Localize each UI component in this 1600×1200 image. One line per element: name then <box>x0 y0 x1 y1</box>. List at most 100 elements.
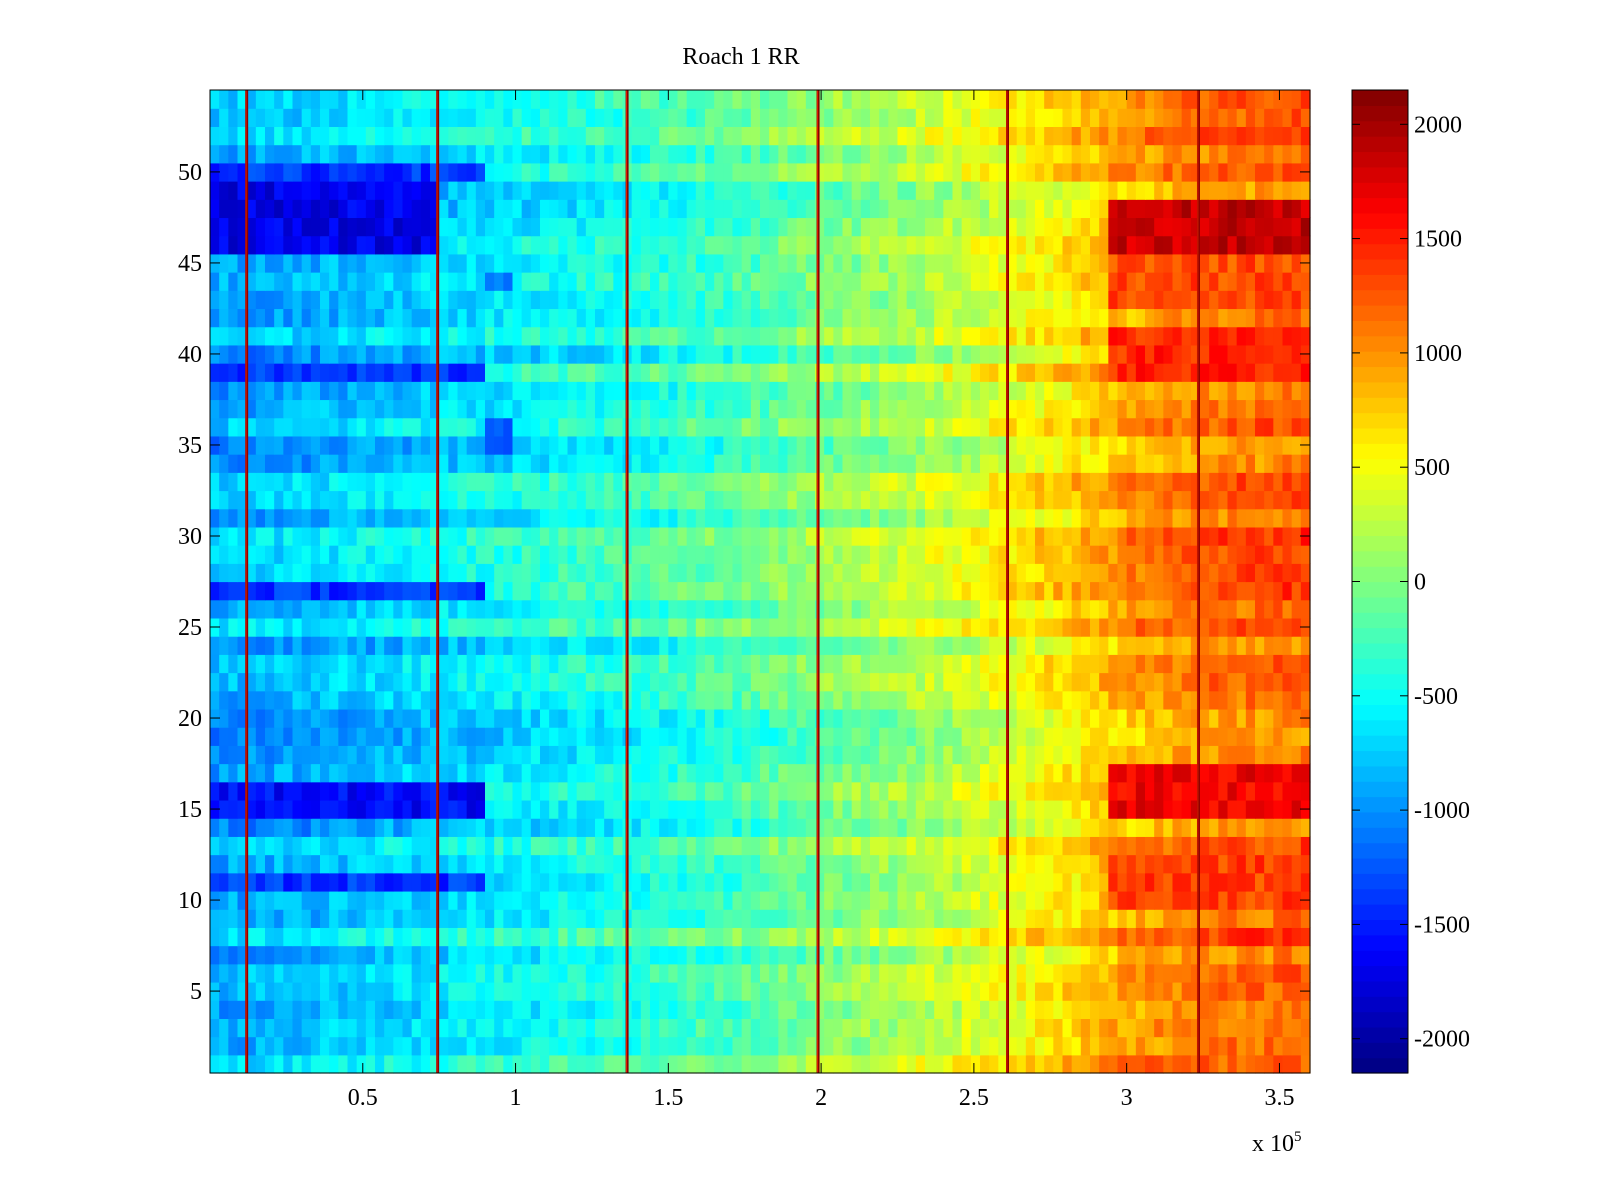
heatmap-cell <box>1126 326 1137 346</box>
heatmap-cell <box>925 381 935 401</box>
heatmap-cell <box>650 508 660 528</box>
heatmap-cell <box>925 708 935 728</box>
heatmap-cell <box>604 399 614 419</box>
heatmap-cell <box>732 690 743 710</box>
heatmap-cell <box>283 945 294 965</box>
heatmap-cell <box>1080 344 1091 364</box>
heatmap-cell <box>1071 617 1082 637</box>
heatmap-cell <box>485 454 495 473</box>
heatmap-cell <box>1071 836 1082 856</box>
heatmap-cell <box>842 563 853 583</box>
heatmap-cell <box>1044 399 1054 419</box>
heatmap-cell <box>1025 818 1036 837</box>
heatmap-cell <box>1016 599 1027 619</box>
heatmap-cell <box>1035 690 1045 710</box>
heatmap-cell <box>402 417 413 437</box>
heatmap-cell <box>879 927 889 947</box>
heatmap-cell <box>347 963 358 983</box>
heatmap-cell <box>1227 836 1238 856</box>
heatmap-cell <box>1080 326 1091 346</box>
heatmap-cell <box>1255 963 1265 983</box>
heatmap-cell <box>365 599 376 619</box>
heatmap-cell <box>604 1018 614 1038</box>
heatmap-cell <box>558 1054 569 1074</box>
heatmap-cell <box>558 617 569 637</box>
heatmap-cell <box>1264 490 1274 510</box>
heatmap-cell <box>485 818 495 837</box>
heatmap-cell <box>1264 1018 1274 1038</box>
heatmap-cell <box>1090 435 1100 455</box>
heatmap-cell <box>695 454 706 473</box>
heatmap-cell <box>457 563 468 583</box>
heatmap-cell <box>851 799 862 819</box>
heatmap-cell <box>640 526 651 546</box>
heatmap-cell <box>219 526 229 546</box>
heatmap-cell <box>301 617 312 637</box>
heatmap-cell <box>1172 981 1183 1001</box>
heatmap-cell <box>705 1054 715 1074</box>
heatmap-cell <box>475 344 486 364</box>
heatmap-cell <box>723 654 734 674</box>
heatmap-cell <box>631 708 642 728</box>
heatmap-cell <box>741 344 752 364</box>
heatmap-cell <box>1071 799 1082 819</box>
heatmap-cell <box>457 654 468 674</box>
heatmap-cell <box>980 763 990 783</box>
heatmap-cell <box>897 636 908 655</box>
heatmap-cell <box>1227 526 1238 546</box>
heatmap-cell <box>1035 672 1045 692</box>
heatmap-cell <box>631 454 642 473</box>
heatmap-cell <box>228 490 239 510</box>
heatmap-cell <box>980 890 990 910</box>
heatmap-cell <box>833 308 844 328</box>
heatmap-cell <box>970 909 981 928</box>
heatmap-cell <box>723 927 734 947</box>
heatmap-cell <box>943 818 954 837</box>
heatmap-cell <box>1218 472 1229 492</box>
heatmap-cell <box>439 344 449 364</box>
heatmap-cell <box>292 526 303 546</box>
heatmap-cell <box>246 363 257 382</box>
heatmap-cell <box>1044 363 1054 382</box>
heatmap-cell <box>787 799 798 819</box>
heatmap-cell <box>1172 872 1183 892</box>
heatmap-cell <box>265 945 275 965</box>
heatmap-cell <box>925 1000 935 1019</box>
heatmap-cell <box>255 654 266 674</box>
heatmap-cell <box>384 381 394 401</box>
heatmap-cell <box>824 344 834 364</box>
heatmap-cell <box>668 890 679 910</box>
heatmap-cell <box>338 909 349 928</box>
heatmap-cell <box>879 963 889 983</box>
heatmap-cell <box>237 909 248 928</box>
heatmap-cell <box>320 617 330 637</box>
heatmap-cell <box>686 672 697 692</box>
heatmap-cell <box>604 727 614 746</box>
heatmap-cell <box>393 545 404 564</box>
heatmap-cell <box>1245 927 1256 947</box>
heatmap-cell <box>943 490 954 510</box>
heatmap-cell <box>1255 326 1265 346</box>
heatmap-cell <box>1145 1000 1155 1019</box>
heatmap-cell <box>365 727 376 746</box>
heatmap-cell <box>741 381 752 401</box>
heatmap-cell <box>604 636 614 655</box>
heatmap-cell <box>384 981 394 1001</box>
heatmap-cell <box>870 490 880 510</box>
heatmap-cell <box>466 1036 477 1056</box>
heatmap-cell <box>686 872 697 892</box>
heatmap-cell <box>1035 945 1045 965</box>
heatmap-cell <box>1016 890 1027 910</box>
heatmap-cell <box>906 1018 917 1038</box>
heatmap-cell <box>384 836 394 856</box>
heatmap-cell <box>420 745 431 765</box>
heatmap-cell <box>1108 435 1119 455</box>
heatmap-cell <box>466 1018 477 1038</box>
heatmap-cell <box>989 1018 999 1038</box>
heatmap-cell <box>842 1000 853 1019</box>
heatmap-cell <box>760 672 770 692</box>
heatmap-cell <box>1255 454 1265 473</box>
heatmap-cell <box>1291 636 1302 655</box>
heatmap-cell <box>512 435 523 455</box>
heatmap-cell <box>980 490 990 510</box>
